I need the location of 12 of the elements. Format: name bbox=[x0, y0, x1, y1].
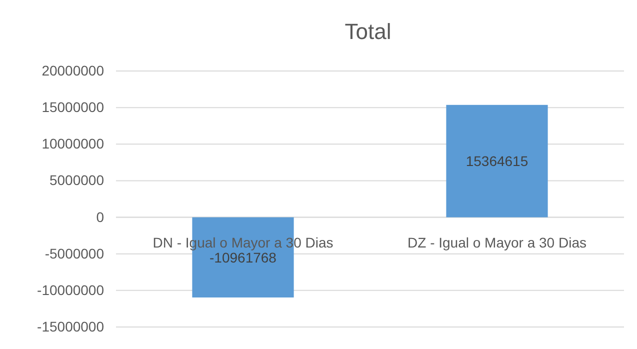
y-tick-label: 20000000 bbox=[42, 62, 104, 78]
y-tick-label: -5000000 bbox=[44, 245, 104, 262]
data-label: 15364615 bbox=[466, 153, 528, 170]
y-tick-label: 0 bbox=[96, 208, 104, 225]
y-tick-label: -10000000 bbox=[37, 282, 104, 298]
chart-title: Total bbox=[344, 19, 392, 44]
x-tick-label: DZ - Igual o Mayor a 30 Dias bbox=[408, 234, 586, 250]
y-tick-label: -15000000 bbox=[37, 318, 104, 334]
y-tick-label: 10000000 bbox=[42, 136, 104, 152]
data-label: -10961768 bbox=[210, 249, 277, 266]
y-tick-label: 15000000 bbox=[42, 99, 104, 116]
y-tick-label: 5000000 bbox=[49, 172, 104, 188]
